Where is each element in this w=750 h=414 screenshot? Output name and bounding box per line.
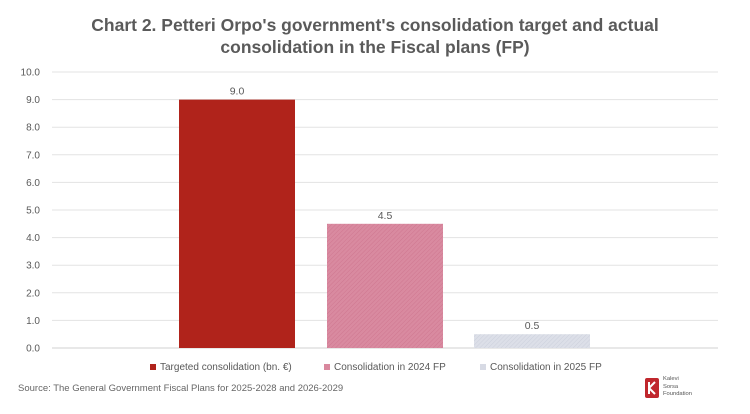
- legend-swatch: [480, 364, 486, 370]
- y-tick-label: 1.0: [26, 316, 40, 327]
- logo-text-line: Foundation: [663, 391, 693, 397]
- source-note: Source: The General Government Fiscal Pl…: [18, 383, 344, 394]
- bar: [474, 334, 590, 348]
- logo-text-line: Sorsa: [663, 383, 679, 390]
- y-tick-label: 8.0: [26, 123, 40, 134]
- legend-swatch: [324, 364, 330, 370]
- data-label: 9.0: [230, 86, 245, 98]
- y-tick-label: 7.0: [26, 150, 40, 161]
- y-tick-label: 6.0: [26, 178, 40, 189]
- legend-label: Consolidation in 2024 FP: [334, 362, 446, 373]
- legend-label: Targeted consolidation (bn. €): [160, 362, 292, 373]
- logo-text-line: Kalevi: [663, 376, 679, 382]
- kalevi-sorsa-logo-icon: [645, 378, 659, 398]
- y-tick-label: 0.0: [26, 344, 40, 355]
- y-tick-label: 5.0: [26, 206, 40, 217]
- foundation-logo: Kalevi Sorsa Foundation: [645, 376, 725, 402]
- y-tick-label: 4.0: [26, 233, 40, 244]
- bar: [327, 223, 443, 348]
- y-tick-label: 10.0: [21, 68, 41, 79]
- legend-swatch: [150, 364, 156, 370]
- bar: [179, 99, 295, 348]
- chart-title-line-2: consolidation in the Fiscal plans (FP): [220, 37, 530, 57]
- legend-label: Consolidation in 2025 FP: [490, 362, 602, 373]
- chart-title-line-1: Chart 2. Petteri Orpo's government's con…: [91, 15, 659, 35]
- y-tick-label: 3.0: [26, 261, 40, 272]
- data-label: 4.5: [378, 210, 393, 222]
- data-label: 0.5: [525, 320, 540, 332]
- logo-text: Kalevi Sorsa Foundation: [663, 376, 692, 399]
- y-tick-label: 9.0: [26, 95, 40, 106]
- y-tick-label: 2.0: [26, 288, 40, 299]
- chart-title: Chart 2. Petteri Orpo's government's con…: [0, 14, 750, 58]
